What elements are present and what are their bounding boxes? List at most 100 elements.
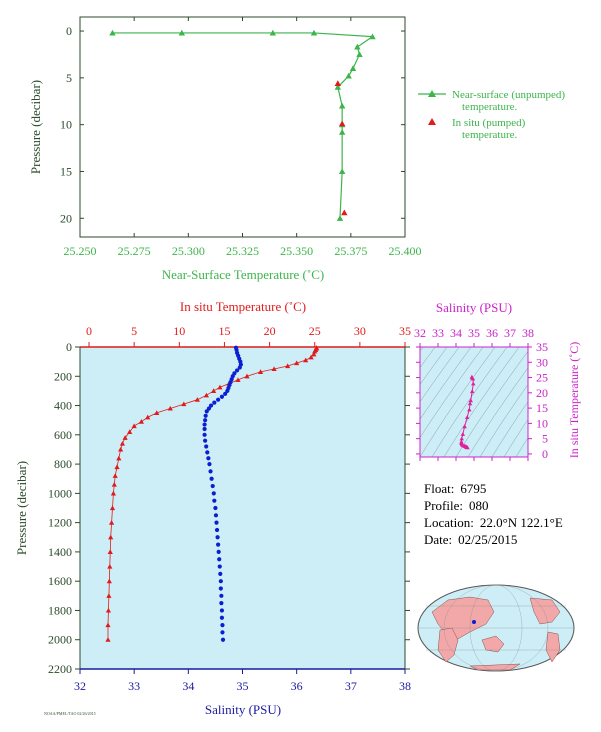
in-situ-point <box>334 80 342 87</box>
temperature-point <box>107 549 113 554</box>
ts-temp-tick-label: 25 <box>536 371 548 385</box>
location-row: Location: 22.0°N 122.1°E <box>424 514 563 531</box>
salinity-point <box>217 557 222 562</box>
density-contour <box>420 347 472 420</box>
near-surface-point <box>356 51 363 58</box>
salinity-point <box>225 388 230 394</box>
temperature-tick-label: 0 <box>86 324 92 338</box>
density-contour <box>431 347 508 457</box>
ts-salinity-tick-label: 37 <box>504 326 516 340</box>
location-label: Location: <box>424 515 474 530</box>
profile-label: Profile: <box>424 498 463 513</box>
ts-plot-frame <box>419 346 529 458</box>
ts-point <box>465 445 470 450</box>
ts-temp-tick-label: 10 <box>536 416 548 430</box>
temperature-point <box>112 473 118 478</box>
top-y-tick-label: 10 <box>60 118 72 132</box>
salinity-point <box>220 630 225 635</box>
pressure-ticks: 0 200 400 600 800 1000 1200 1400 1600 1800 2000 220… <box>48 340 410 676</box>
temperature-point <box>107 563 113 569</box>
salinity-point <box>219 601 224 606</box>
salinity-point <box>212 400 217 405</box>
top-x-axis-title: Near-Surface Temperature (˚C) <box>162 267 324 282</box>
salinity-point <box>214 527 220 533</box>
temperature-point <box>109 505 116 511</box>
temperature-point <box>194 397 200 402</box>
temperature-point <box>106 593 112 598</box>
ts-temp-tick-label: 15 <box>536 401 548 415</box>
temperature-point <box>311 351 317 357</box>
top-x-tick-label: 25.325 <box>226 244 259 258</box>
temperature-point <box>145 414 151 420</box>
salinity-point <box>219 608 225 613</box>
top-y-tick-label: 5 <box>66 71 72 85</box>
legend-marker-near-surface <box>428 90 436 97</box>
date-label: Date: <box>424 532 453 547</box>
ts-point <box>471 381 476 386</box>
temperature-point <box>257 369 264 374</box>
top-x-tick-label: 25.350 <box>280 244 313 258</box>
density-contour <box>503 418 528 457</box>
near-surface-point <box>354 43 361 50</box>
map-australia <box>481 635 505 653</box>
salinity-point <box>219 593 224 598</box>
ts-point <box>460 431 466 436</box>
pressure-tick-label: 200 <box>54 369 72 383</box>
top-x-ticks: 25.250 25.275 25.300 25.325 25.350 25.375 25.4… <box>64 17 422 258</box>
salinity-tick-label: 34 <box>182 679 194 693</box>
pressure-tick-label: 1000 <box>48 486 72 500</box>
top-series <box>109 29 376 221</box>
density-contour <box>443 347 520 457</box>
legend-label-in-situ-2: temperature. <box>462 129 518 141</box>
ts-temp-tick-label: 5 <box>542 432 548 446</box>
temperature-point <box>244 373 250 379</box>
salinity-tick-label: 38 <box>399 679 411 693</box>
salinity-point <box>207 461 212 467</box>
float-info: Float: 6795 Profile: 080 Location: 22.0°N 1… <box>424 480 563 548</box>
pressure-tick-label: 1600 <box>48 574 72 588</box>
pressure-tick-label: 600 <box>54 428 72 442</box>
float-row: Float: 6795 <box>424 480 563 497</box>
salinity-point <box>216 549 221 555</box>
ts-density-contours <box>420 347 528 457</box>
salinity-point <box>237 365 242 370</box>
temperature-point <box>154 410 160 415</box>
pressure-tick-label: 1400 <box>48 545 72 559</box>
salinity-point <box>202 422 207 427</box>
ts-points <box>459 374 476 450</box>
top-y-ticks: 0 5 10 15 20 <box>60 24 405 225</box>
temperature-point <box>203 392 209 398</box>
temperature-point <box>118 446 124 452</box>
top-y-tick-label: 20 <box>60 211 72 225</box>
temperature-point <box>211 388 217 393</box>
near-surface-point <box>334 84 342 90</box>
salinity-point <box>203 418 208 423</box>
temperature-point <box>114 464 120 470</box>
salinity-tick-label: 36 <box>291 679 303 693</box>
salinity-point <box>208 469 213 474</box>
temperature-ticks: 0 5 10 15 20 25 30 35 <box>86 324 411 347</box>
salinity-point <box>202 426 207 432</box>
salinity-point <box>223 391 228 396</box>
map-antarctica <box>469 663 521 671</box>
temperature-point <box>167 405 173 411</box>
map-north-america <box>529 597 561 625</box>
ts-salinity-tick-label: 36 <box>486 326 498 340</box>
density-contour <box>420 347 460 403</box>
temperature-tick-label: 35 <box>399 324 411 338</box>
world-map <box>417 584 575 672</box>
top-y-tick-label: 0 <box>66 24 72 38</box>
ts-point <box>459 436 464 441</box>
density-contour <box>420 347 484 439</box>
temperature-point <box>294 360 300 366</box>
ts-point <box>467 401 473 406</box>
footer-code: NOAA/PMEL/TAO 02/26/2015 <box>44 711 96 716</box>
salinity-point <box>216 397 221 402</box>
temperature-point <box>105 637 111 642</box>
ts-temp-tick-label: 20 <box>536 386 548 400</box>
legend-marker-in-situ <box>428 118 436 125</box>
salinity-point <box>213 505 218 511</box>
salinity-point <box>204 409 209 414</box>
temperature-point <box>116 455 122 461</box>
